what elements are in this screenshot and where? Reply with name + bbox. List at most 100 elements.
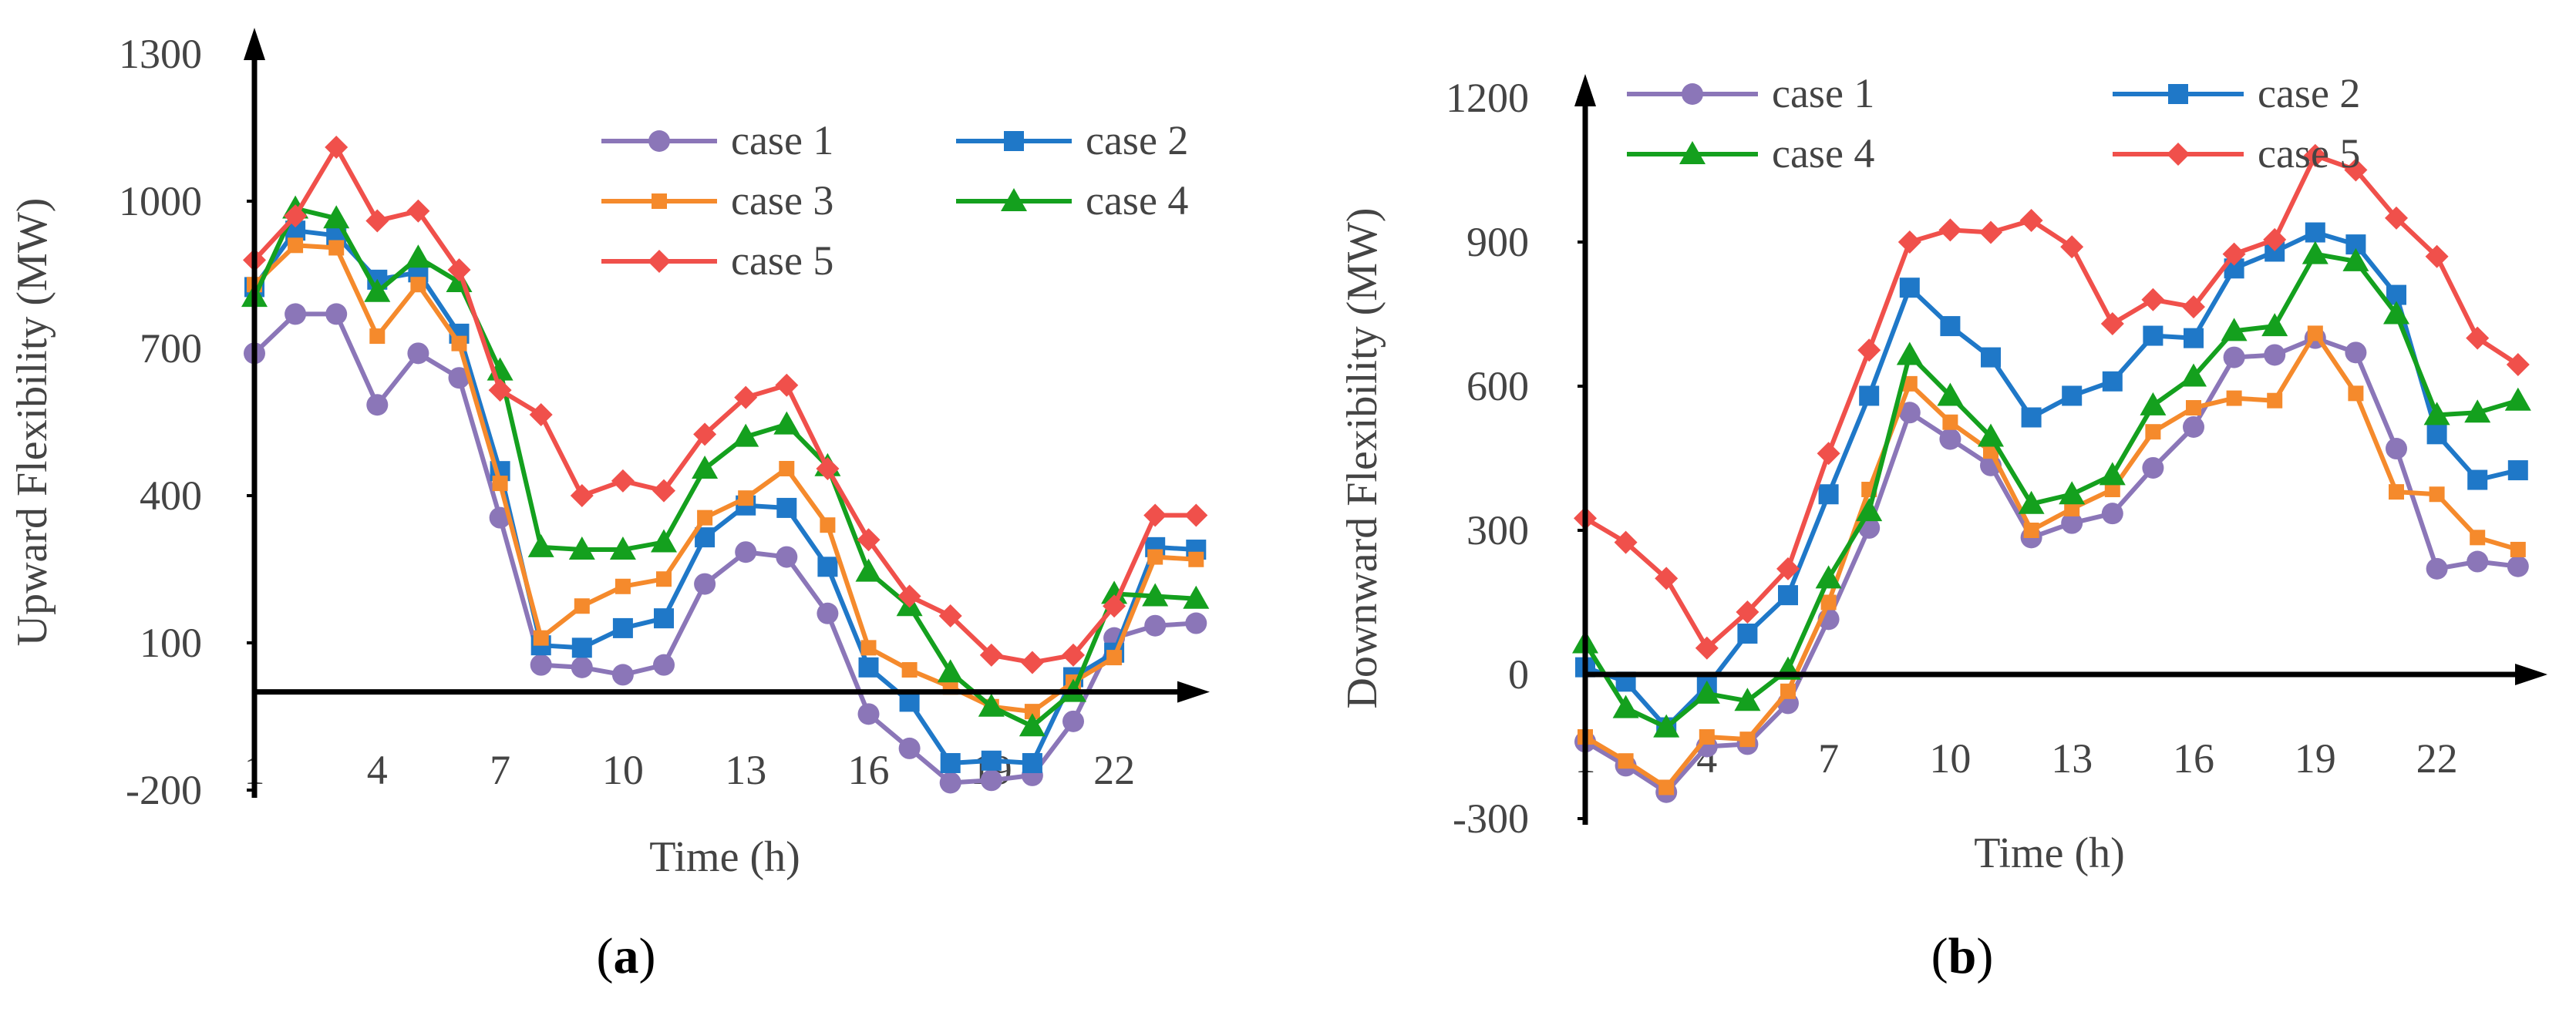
data-point — [2466, 326, 2490, 350]
y-tick-label: 0 — [1508, 651, 1529, 698]
data-point — [2061, 512, 2083, 534]
x-tick-label: 10 — [1929, 735, 1971, 782]
data-point — [979, 643, 1003, 667]
data-point — [1937, 382, 1964, 406]
data-point — [1103, 594, 1126, 618]
data-point — [2143, 325, 2164, 346]
data-point — [2183, 415, 2204, 438]
data-point — [1062, 710, 1084, 732]
series-line — [1584, 153, 2520, 651]
data-point — [2064, 500, 2080, 516]
data-point — [2307, 325, 2323, 341]
data-point — [447, 258, 471, 282]
legend-marker — [2167, 143, 2190, 166]
legend-label: case 5 — [731, 237, 833, 284]
data-point — [693, 422, 717, 446]
data-point — [2226, 390, 2242, 406]
data-point — [1693, 680, 1720, 704]
data-point — [2059, 481, 2086, 505]
x-tick-label: 16 — [2173, 735, 2214, 782]
data-point — [1614, 530, 1638, 554]
data-point — [1737, 624, 1758, 644]
data-point — [1612, 695, 1639, 718]
data-point — [1978, 423, 2004, 447]
y-tick-label: 1300 — [119, 31, 202, 77]
x-axis-head — [2515, 664, 2547, 685]
data-point — [937, 659, 964, 683]
data-point — [611, 664, 634, 686]
legend-item-case-1: case 1 — [1627, 70, 1874, 116]
data-point — [325, 303, 348, 325]
data-point — [2506, 352, 2530, 376]
x-tick-label: 16 — [848, 747, 890, 793]
data-point — [530, 654, 552, 676]
data-point — [775, 373, 799, 397]
legend-label: case 4 — [1086, 177, 1188, 224]
data-point — [2423, 402, 2450, 425]
data-point — [2348, 385, 2364, 402]
data-point — [2100, 311, 2124, 335]
data-point — [574, 598, 590, 614]
legend-label: case 3 — [731, 177, 833, 224]
data-point — [448, 367, 470, 389]
data-point — [1106, 650, 1123, 666]
series-line — [1583, 251, 2519, 730]
data-point — [325, 135, 349, 159]
data-point — [1981, 347, 2001, 368]
y-tick-label: 100 — [140, 620, 202, 666]
x-tick-label: 22 — [2416, 735, 2458, 782]
series-case-1 — [1574, 327, 2529, 803]
data-point — [2303, 143, 2327, 167]
data-point — [1896, 341, 1923, 365]
data-point — [1817, 442, 1840, 466]
data-point — [2342, 247, 2369, 271]
data-point — [1699, 729, 1715, 745]
data-point — [697, 510, 713, 526]
data-point — [2023, 523, 2039, 538]
data-point — [1938, 218, 1962, 242]
data-point — [1897, 230, 1921, 254]
data-point — [692, 455, 719, 479]
series-line — [252, 144, 1197, 665]
data-point — [288, 237, 304, 254]
data-point — [533, 630, 549, 646]
data-point — [2345, 341, 2367, 364]
data-point — [1778, 585, 1798, 606]
data-point — [2507, 555, 2529, 577]
data-point — [571, 656, 593, 678]
data-point — [2302, 240, 2329, 264]
data-point — [1658, 779, 1675, 795]
data-point — [2264, 344, 2286, 366]
data-point — [1188, 551, 1204, 567]
series-case-4 — [1572, 240, 2531, 738]
series-case-3 — [1578, 325, 2526, 795]
data-point — [2018, 490, 2045, 514]
y-axis-head — [1574, 74, 1596, 106]
data-point — [611, 469, 635, 493]
data-point — [1185, 612, 1207, 634]
data-point — [1142, 583, 1169, 607]
x-axis-title: Time (h) — [1974, 829, 2125, 877]
y-tick-label: 900 — [1466, 219, 1529, 265]
data-point — [1695, 636, 1719, 660]
data-point — [1859, 385, 1880, 406]
data-point — [654, 608, 674, 629]
data-point — [2305, 222, 2325, 243]
data-point — [410, 277, 426, 293]
y-axis-head — [244, 28, 265, 60]
data-point — [529, 402, 553, 426]
series-case-3 — [247, 237, 1204, 720]
data-point — [2021, 407, 2042, 428]
data-point — [773, 411, 800, 435]
data-point — [2182, 295, 2205, 319]
data-point — [1780, 683, 1796, 699]
data-point — [407, 342, 429, 365]
data-point — [488, 378, 512, 402]
y-tick-label: 600 — [1466, 363, 1529, 409]
data-point — [2221, 318, 2248, 341]
data-point — [1739, 732, 1756, 748]
data-point — [1101, 580, 1128, 604]
data-point — [1818, 484, 1839, 505]
legend-item-case-4: case 4 — [1627, 130, 1874, 177]
data-point — [2060, 235, 2084, 259]
